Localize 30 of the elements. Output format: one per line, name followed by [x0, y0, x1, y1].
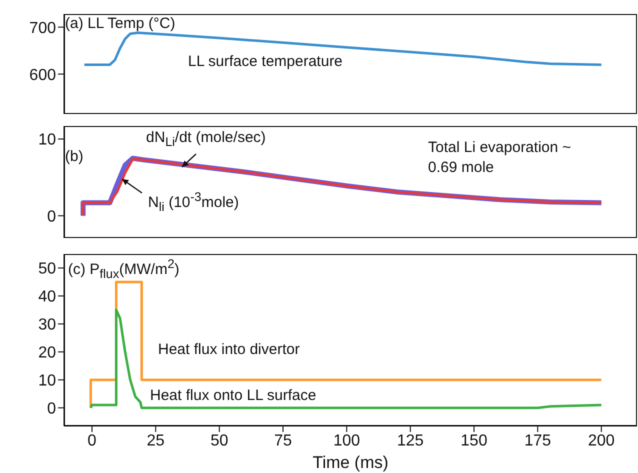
series-label: Heat flux onto LL surface — [150, 386, 316, 406]
chart-title: (a) LL Temp (°C) — [65, 14, 176, 34]
series-label: Heat flux into divertor — [158, 340, 300, 360]
annotation: Total Li evaporation ~ 0.69 mole — [428, 138, 572, 178]
series-label: N$_{li}$ (10$^{-3}$mole) — [148, 189, 239, 216]
y-tick-label: 40 — [38, 288, 56, 306]
y-tick-label: 700 — [29, 20, 56, 37]
text: (b) — [65, 147, 84, 167]
y-tick-label: 0 — [47, 208, 56, 226]
series-label: dN$_{Li}$/dt (mole/sec) — [146, 128, 266, 151]
x-tick-label: 175 — [524, 432, 552, 450]
x-tick-label: 75 — [274, 432, 292, 450]
x-tick-label: 100 — [333, 432, 360, 450]
y-tick-label: 30 — [38, 316, 56, 334]
x-tick-label: 0 — [88, 432, 97, 450]
y-tick-label: 50 — [38, 260, 56, 278]
x-tick-label: 50 — [210, 432, 228, 450]
x-tick-label: 150 — [460, 432, 488, 450]
y-tick-label: 10 — [38, 372, 56, 390]
y-tick-label: 10 — [38, 132, 56, 149]
y-tick-label: 0 — [47, 400, 56, 418]
y-tick-label: 20 — [38, 344, 56, 362]
x-axis-title: Time (ms) — [312, 453, 388, 472]
x-tick-label: 25 — [146, 432, 165, 450]
y-tick-label: 600 — [29, 66, 56, 84]
series-label: LL surface temperature — [188, 52, 343, 72]
line-series — [89, 308, 603, 410]
x-tick-label: 125 — [396, 432, 424, 450]
x-tick-label: 200 — [588, 432, 615, 450]
chart-title: (c) P$_{flux}$(MW/m$^{2}$) — [68, 256, 180, 283]
